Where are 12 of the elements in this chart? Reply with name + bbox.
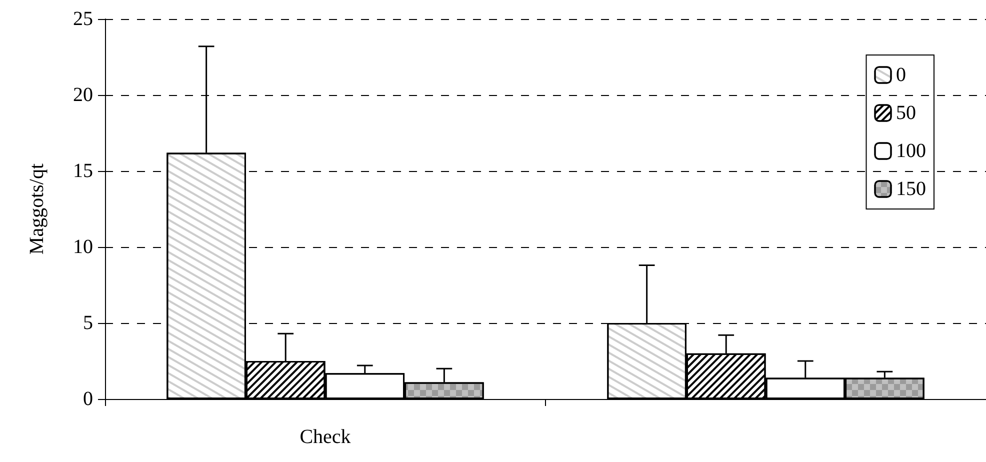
x-tick-label: Check [300, 426, 351, 448]
y-axis-title: Maggots/qt [26, 163, 48, 255]
y-tick-label: 25 [73, 8, 93, 30]
legend-label: 100 [896, 140, 926, 162]
y-tick-label: 10 [73, 236, 93, 258]
y-tick-label: 0 [83, 388, 93, 410]
legend-label: 0 [896, 64, 906, 86]
y-tick-label: 5 [83, 312, 93, 334]
y-tick-label: 20 [73, 84, 93, 106]
legend-label: 150 [896, 178, 926, 200]
legend-label: 50 [896, 102, 916, 124]
y-tick-label: 15 [73, 160, 93, 182]
